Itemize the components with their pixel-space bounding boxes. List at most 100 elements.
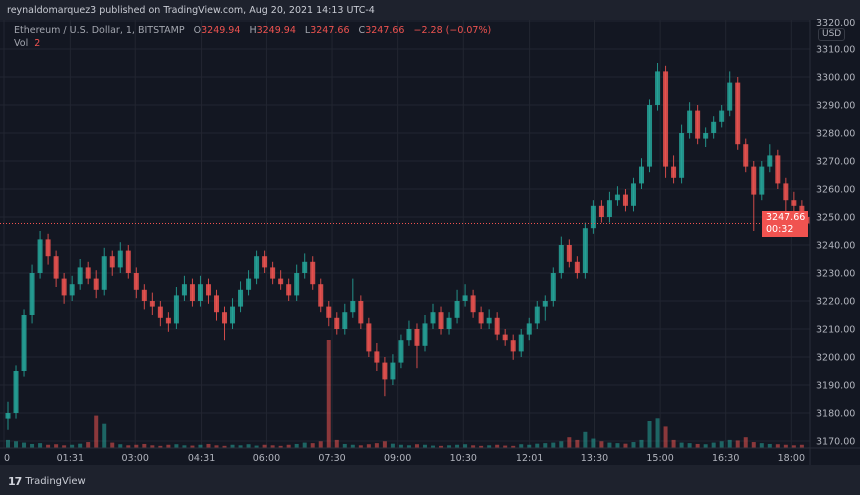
- candle-body: [606, 200, 612, 217]
- candle-body: [526, 323, 532, 335]
- volume-bar: [174, 444, 179, 448]
- candle-body: [302, 261, 308, 273]
- time-tick-label: 09:00: [384, 453, 411, 464]
- last-price-label: 3247.66 00:32: [762, 211, 808, 237]
- candle-body: [53, 256, 59, 279]
- candle-body: [213, 295, 219, 313]
- candle-body: [270, 267, 276, 279]
- volume-bar: [294, 443, 299, 448]
- candle-body: [518, 334, 524, 352]
- candle-body: [406, 329, 412, 341]
- candle-body: [350, 301, 356, 313]
- candle-body: [310, 261, 316, 285]
- volume-bar: [166, 444, 171, 448]
- volume-bar: [230, 444, 235, 448]
- candle-body: [294, 273, 300, 296]
- price-tick-label: 3270.00: [816, 157, 855, 168]
- candle-body: [238, 289, 244, 307]
- price-axis[interactable]: [810, 20, 860, 465]
- volume-bar: [719, 441, 724, 448]
- volume-bar: [254, 445, 259, 448]
- volume-bar: [206, 443, 211, 448]
- candle-body: [133, 273, 139, 290]
- volume-bar: [655, 418, 660, 448]
- volume-bar: [535, 443, 540, 448]
- volume-bar: [286, 444, 291, 448]
- candle-body: [582, 228, 588, 273]
- volume-value: 2: [34, 38, 41, 49]
- candle-body: [751, 166, 757, 195]
- candle-body: [510, 340, 516, 352]
- volume-bar: [439, 445, 444, 448]
- volume-bar: [198, 444, 203, 448]
- tradingview-logo[interactable]: 17 TradingView: [8, 475, 86, 488]
- candle-body: [695, 110, 701, 139]
- candle-body: [286, 284, 292, 296]
- volume-bar: [334, 439, 339, 448]
- volume-bar: [238, 445, 243, 448]
- volume-bar: [799, 444, 804, 448]
- volume-bar: [791, 445, 796, 448]
- candle-body: [382, 362, 388, 380]
- volume-bar: [479, 445, 484, 448]
- candle-body: [687, 110, 693, 133]
- candle-body: [13, 371, 19, 413]
- candle-body: [61, 278, 67, 296]
- candle-body: [149, 301, 155, 307]
- volume-bar: [350, 444, 355, 448]
- price-tick-label: 3250.00: [816, 213, 855, 224]
- candle-body: [454, 301, 460, 318]
- candle-body: [438, 312, 444, 329]
- plot-background: [0, 20, 860, 465]
- candle-body: [574, 261, 580, 273]
- volume-bar: [422, 444, 427, 448]
- candle-body: [222, 312, 228, 324]
- candle-body: [254, 256, 260, 279]
- time-tick-label: 06:00: [253, 453, 280, 464]
- candle-body: [358, 301, 364, 324]
- volume-bar: [110, 442, 115, 448]
- volume-bars: [6, 340, 812, 448]
- volume-bar: [262, 444, 267, 448]
- volume-bar: [631, 442, 636, 448]
- candle-body: [181, 284, 187, 296]
- volume-bar: [783, 444, 788, 448]
- candle-body: [141, 289, 147, 301]
- volume-bar: [158, 445, 163, 448]
- time-tick-label: 03:00: [122, 453, 149, 464]
- candle-body: [655, 71, 661, 105]
- volume-bar: [190, 445, 195, 448]
- volume-bar: [54, 444, 59, 448]
- candle-body: [630, 183, 636, 206]
- candle-body: [502, 334, 508, 341]
- volume-bar: [6, 439, 10, 448]
- candle-body: [767, 155, 773, 167]
- candle-body: [430, 312, 436, 324]
- candle-body: [326, 306, 332, 318]
- time-tick-label: 18:00: [778, 453, 805, 464]
- high-value: 3249.94: [256, 25, 296, 36]
- volume-bar: [302, 442, 307, 448]
- volume-bar: [567, 437, 572, 448]
- price-tick-label: 3170.00: [816, 437, 855, 448]
- volume-bar: [38, 443, 43, 448]
- candle-body: [791, 200, 797, 206]
- volume-bar: [759, 443, 764, 448]
- candle-body: [189, 284, 195, 301]
- price-tick-label: 3300.00: [816, 73, 855, 84]
- candle-body: [29, 273, 35, 315]
- candle-body: [590, 205, 596, 229]
- time-tick-label: 12:01: [516, 453, 543, 464]
- volume-bar: [735, 440, 740, 448]
- price-tick-label: 3180.00: [816, 409, 855, 420]
- candle-body: [197, 284, 203, 301]
- candle-body: [125, 250, 131, 273]
- volume-bar: [775, 444, 780, 448]
- tradingview-logo-icon: 17: [8, 475, 22, 488]
- volume-bar: [86, 442, 91, 448]
- volume-bar: [414, 444, 419, 448]
- candle-body: [711, 121, 717, 133]
- volume-bar: [615, 443, 620, 448]
- currency-button[interactable]: USD: [818, 28, 846, 41]
